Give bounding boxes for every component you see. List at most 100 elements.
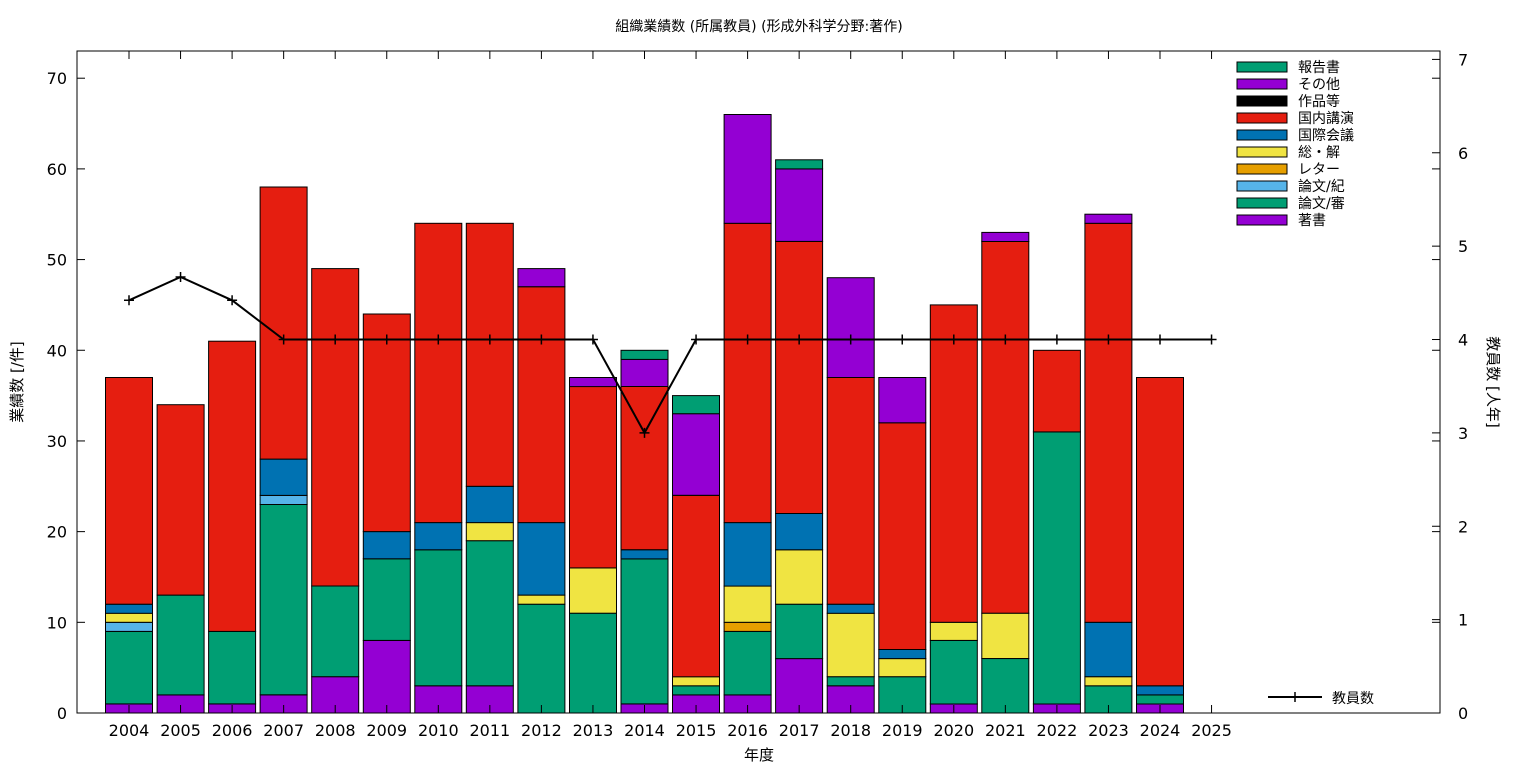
line-series	[128, 275, 1212, 435]
bar-segment	[672, 676, 720, 687]
legend-label: 総・解	[1298, 145, 1340, 161]
bar-segment	[569, 612, 617, 714]
x-tick-label: 2025	[1191, 721, 1232, 740]
bar-segment	[1084, 213, 1133, 224]
bar-segment	[775, 513, 824, 551]
legend-label: 作品等	[1298, 93, 1340, 110]
line-layer	[124, 271, 1217, 438]
bar-segment	[311, 585, 360, 678]
x-tick-label: 2009	[366, 721, 407, 740]
bar-segment	[465, 485, 514, 524]
y-tick-label: 0	[57, 704, 67, 723]
bar-segment	[775, 603, 824, 660]
bar-segment	[465, 222, 514, 487]
legend-swatch	[1236, 129, 1288, 141]
x-tick-label: 2018	[830, 721, 871, 740]
line-point	[175, 271, 186, 282]
legend-swatch	[1236, 163, 1288, 175]
line-point	[742, 334, 753, 345]
bar-segment	[1136, 377, 1184, 687]
bar-segment	[775, 549, 824, 605]
bar-segment	[105, 612, 153, 623]
bar-segment	[517, 603, 566, 714]
bar-segment	[878, 377, 927, 424]
x-tick-label: 2021	[985, 721, 1026, 740]
legend-swatch	[1236, 146, 1288, 158]
bar-segment	[1084, 621, 1133, 678]
bar-segment	[259, 458, 308, 496]
bar-segment	[826, 612, 875, 678]
bar-segment	[723, 222, 772, 524]
bar-segment	[620, 558, 669, 705]
bar-segment	[1136, 685, 1184, 696]
x-tick-label: 2012	[521, 721, 562, 740]
bar-segment	[981, 658, 1030, 714]
bar-segment	[311, 268, 360, 587]
x-tick-label: 2013	[573, 721, 614, 740]
y-tick-label: 60	[47, 160, 67, 179]
x-tick-label: 2015	[676, 721, 717, 740]
y-tick-label: 10	[47, 613, 67, 632]
bar-segment	[672, 413, 720, 496]
line-point	[330, 334, 341, 345]
y-tick-label: 20	[47, 523, 67, 542]
bar-segment	[620, 386, 669, 551]
legend-line-marker	[1290, 692, 1300, 702]
bar-segment	[362, 531, 411, 560]
legend-label: 論文/審	[1298, 196, 1345, 212]
bar-segment	[929, 640, 978, 705]
line-point	[381, 334, 392, 345]
y2-tick-label: 1	[1458, 611, 1468, 630]
x-tick-label: 2020	[933, 721, 974, 740]
bar-segment	[156, 594, 205, 696]
line-point	[1051, 334, 1062, 345]
bar-segment	[929, 621, 978, 641]
y-tick-label: 30	[47, 432, 67, 451]
line-point	[897, 334, 908, 345]
bar-segment	[362, 313, 411, 533]
x-tick-label: 2006	[212, 721, 253, 740]
bar-segment	[465, 522, 514, 542]
bar-segment	[826, 377, 875, 605]
legend-label: 報告書	[1298, 60, 1340, 76]
bar-segment	[156, 404, 205, 596]
x-tick-label: 2004	[109, 721, 150, 740]
bar-segment	[208, 340, 257, 632]
bar-segment	[775, 240, 824, 514]
bar-segment	[569, 386, 617, 569]
x-axis-label: 年度	[744, 746, 774, 764]
bar-segment	[620, 549, 669, 560]
bar-segment	[620, 349, 669, 360]
bar-segment	[723, 522, 772, 587]
bar-segment	[1032, 349, 1081, 433]
bar-segment	[878, 658, 927, 678]
y2-tick-label: 3	[1458, 424, 1468, 443]
y2-tick-label: 0	[1458, 704, 1468, 723]
x-tick-label: 2011	[469, 721, 510, 740]
bar-segment	[775, 168, 824, 242]
line-point	[433, 334, 444, 345]
y2-tick-label: 5	[1458, 237, 1468, 256]
bar-segment	[414, 522, 463, 551]
x-tick-label: 2017	[779, 721, 820, 740]
bar-segment	[981, 612, 1030, 660]
x-tick-label: 2008	[315, 721, 356, 740]
y2-tick-label: 7	[1458, 50, 1468, 69]
bar-segment	[723, 114, 772, 224]
bar-segment	[672, 494, 720, 678]
y2-tick-label: 4	[1458, 331, 1468, 350]
bar-segment	[878, 649, 927, 660]
y2-axis-label: 教員数 [人年]	[1484, 336, 1502, 427]
legend-swatch	[1236, 197, 1288, 209]
bar-segment	[981, 231, 1030, 242]
bar-segment	[775, 159, 824, 170]
legend-label: 国内講演	[1298, 111, 1354, 127]
bar-segment	[826, 685, 875, 714]
bar-segment	[723, 621, 772, 632]
legend-label: 国際会議	[1298, 127, 1354, 144]
line-point	[227, 295, 238, 306]
bar-segment	[517, 594, 566, 605]
bar-segment	[672, 685, 720, 696]
legend-label: その他	[1298, 77, 1340, 93]
